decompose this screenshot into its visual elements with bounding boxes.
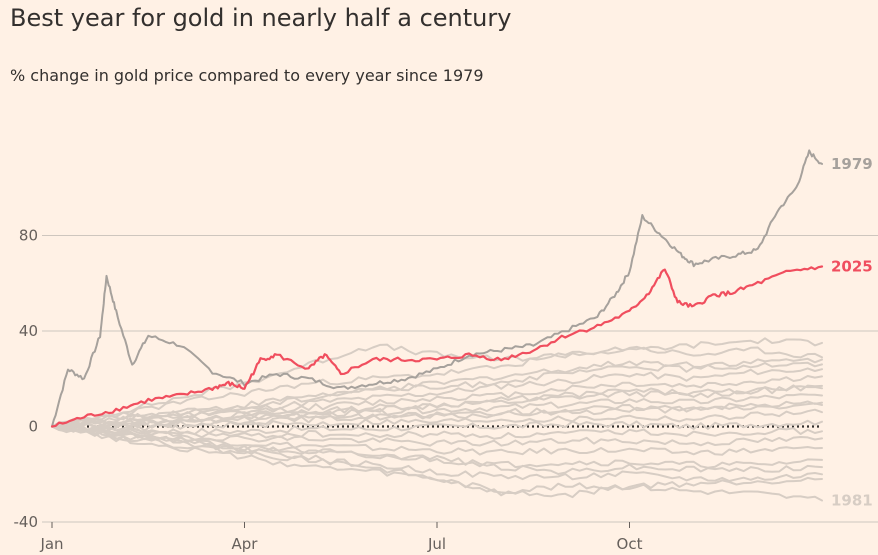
y-tick-label: 40 [19,322,38,340]
series-line-year-n [51,346,823,428]
x-tick-label: Apr [232,535,259,553]
series-label-1979: 1979 [831,155,873,173]
x-tick-label: Jul [427,535,446,553]
y-tick-label: 0 [28,418,38,436]
x-tick-label: Jan [39,535,63,553]
chart-title: Best year for gold in nearly half a cent… [10,4,512,32]
series-label-2025: 2025 [831,258,873,276]
series-label-1981: 1981 [831,492,873,510]
axes: -40 0 40 80 Jan Apr Jul Oct [14,227,822,553]
series-line-year-i [51,424,823,440]
series-line-year-f [51,402,823,431]
gridlines [42,235,878,523]
series-line-year-m [51,425,823,482]
y-tick-label: -40 [14,513,39,531]
series-line-year-g [51,408,823,432]
series-line-year-b [51,367,823,428]
series-line-year-o [51,337,823,428]
x-tick-label: Oct [617,535,643,553]
series-line-year-j [51,425,823,447]
y-tick-label: 80 [19,227,38,245]
series-line-2025 [50,265,824,428]
series-line-1979 [51,149,823,428]
series-labels: 1979 2025 1981 [831,155,873,510]
series-line-year-h [51,419,823,436]
series-line-year-l [51,425,823,469]
series-line-year-k [51,425,823,456]
series-line-year-r [51,425,823,499]
series-line-year-t [51,385,823,428]
series-lines [50,149,824,502]
series-line-year-c [51,375,823,429]
series-line-year-p [51,361,823,428]
series-line-year-s [51,425,823,475]
chart-subtitle: % change in gold price compared to every… [10,66,484,85]
